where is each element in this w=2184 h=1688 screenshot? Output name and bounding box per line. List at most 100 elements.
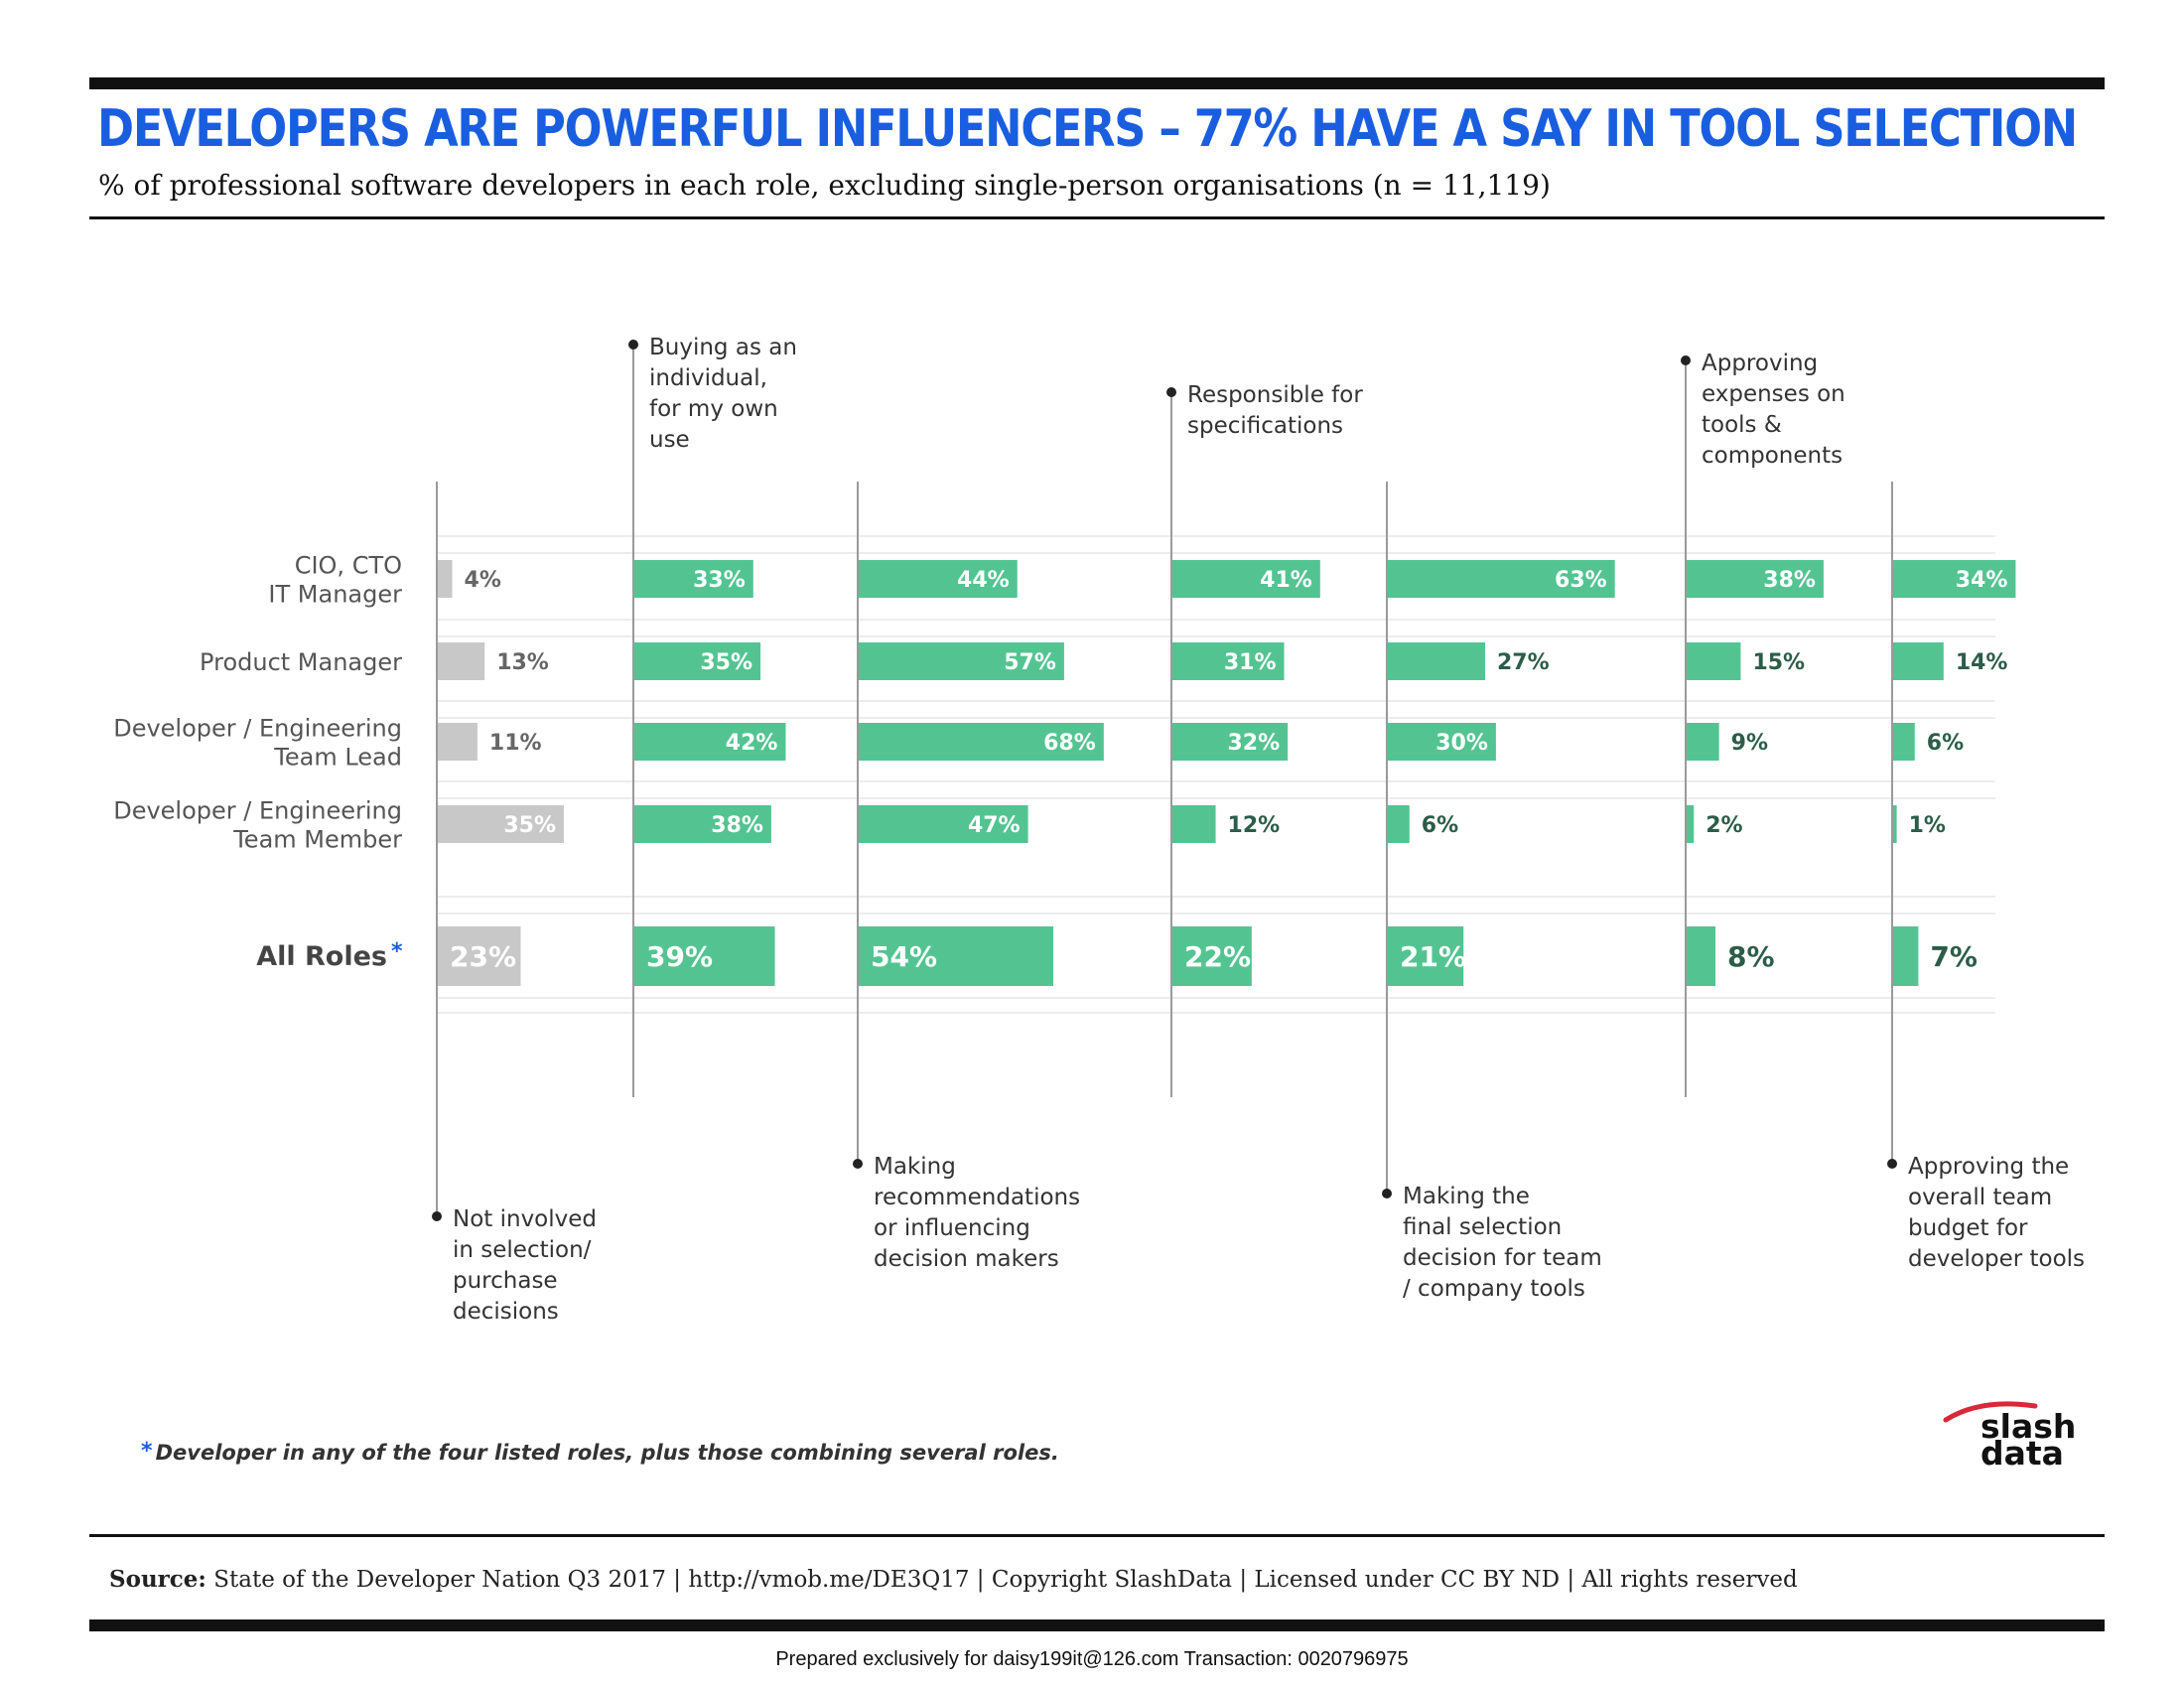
column-header-label: budget for [1908, 1215, 2028, 1241]
bar-value-label: 6% [1927, 731, 1964, 756]
bar [634, 805, 771, 843]
column-header-dot [1681, 355, 1691, 365]
bar-value-label: 63% [1555, 568, 1607, 593]
row-label: Developer / Engineering [113, 797, 402, 825]
bar [1687, 805, 1695, 843]
bar-value-label: 21% [1400, 940, 1466, 973]
bar [859, 642, 1064, 680]
bar-value-label: 38% [711, 813, 763, 838]
bottom-rule [89, 1619, 2105, 1631]
column-header-label: Making the [1403, 1184, 1530, 1209]
bar [438, 560, 453, 598]
column-header-label: in selection/ [453, 1237, 592, 1263]
bar-value-label: 23% [450, 940, 516, 973]
footnote-text: Developer in any of the four listed role… [141, 1441, 1059, 1465]
bar [859, 805, 1028, 843]
column-header-dot [432, 1211, 442, 1221]
bar-value-label: 47% [968, 813, 1021, 838]
bar-value-label: 9% [1731, 731, 1768, 756]
column-header-label: Responsible for [1187, 382, 1363, 408]
bar [1172, 805, 1216, 843]
chart-subtitle: % of professional software developers in… [98, 169, 1551, 202]
bar-value-label: 13% [496, 650, 549, 675]
source-text: State of the Developer Nation Q3 2017 | … [213, 1567, 1798, 1593]
bar [438, 642, 485, 680]
logo-text-data: data [1980, 1434, 2064, 1468]
source-line: Source: State of the Developer Nation Q3… [109, 1566, 1798, 1593]
column-header-label: recommendations [874, 1185, 1080, 1210]
column-header-label: specifications [1187, 413, 1343, 439]
column-header-label: or influencing [874, 1215, 1030, 1241]
row-label: CIO, CTO [295, 552, 402, 580]
bar [859, 723, 1104, 761]
chart-title: DEVELOPERS ARE POWERFUL INFLUENCERS – 77… [97, 99, 2078, 159]
column-header-label: Approving the [1908, 1154, 2069, 1180]
column-header-dot [853, 1159, 863, 1169]
row-label: IT Manager [268, 581, 402, 609]
column-header-label: for my own [649, 396, 778, 422]
column-header-label: decision for team [1403, 1245, 1602, 1271]
title-underline [89, 216, 2105, 219]
bar [1893, 926, 1919, 986]
bar [1687, 560, 1824, 598]
column-header-label: individual, [649, 365, 767, 391]
bar [1893, 723, 1915, 761]
column-header-label: components [1702, 443, 1843, 469]
bar [438, 723, 478, 761]
bar [1687, 723, 1719, 761]
bar-value-label: 32% [1227, 731, 1280, 756]
row-label: Developer / Engineering [113, 715, 402, 743]
logo-text-slash: slash [1980, 1407, 2076, 1446]
bar [859, 926, 1054, 986]
bar-value-label: 2% [1706, 813, 1742, 838]
bar [1388, 926, 1464, 986]
row-label-star: * [391, 939, 403, 964]
bar-value-label: 42% [726, 731, 778, 756]
column-header-label: Buying as an [649, 335, 797, 360]
row-label: Product Manager [200, 648, 402, 676]
source-label: Source: [109, 1566, 206, 1593]
bar-value-label: 27% [1497, 650, 1550, 675]
bar [1388, 560, 1615, 598]
bar-value-label: 38% [1763, 568, 1816, 593]
bar [634, 926, 775, 986]
bar [1388, 805, 1410, 843]
bar-value-label: 35% [503, 813, 556, 838]
bar [634, 642, 761, 680]
column-header-label: final selection [1403, 1214, 1562, 1240]
column-header-label: decisions [453, 1299, 559, 1325]
column-header-label: Making [874, 1154, 956, 1180]
bar-value-label: 12% [1228, 813, 1281, 838]
footnote-star: * [141, 1439, 153, 1464]
column-header-label: / company tools [1403, 1276, 1585, 1302]
bar-value-label: 7% [1930, 940, 1978, 973]
bar [1687, 926, 1716, 986]
row-label: All Roles [256, 941, 387, 972]
bar-value-label: 34% [1956, 568, 2008, 593]
column-header-dot [1887, 1159, 1897, 1169]
bar-value-label: 1% [1909, 813, 1946, 838]
bar [1172, 723, 1289, 761]
column-header-dot [1166, 387, 1176, 397]
bar-value-label: 35% [700, 650, 752, 675]
bar-value-label: 15% [1752, 650, 1805, 675]
watermark-text: Prepared exclusively for daisy199it@126.… [775, 1648, 1409, 1670]
bar-value-label: 31% [1224, 650, 1277, 675]
bar [1687, 642, 1741, 680]
bar [1893, 642, 1944, 680]
bar [1388, 642, 1486, 680]
column-header-label: Not involved [453, 1206, 597, 1232]
column-header-label: tools & [1702, 412, 1782, 438]
column-header-label: overall team [1908, 1185, 2052, 1210]
bar-value-label: 6% [1422, 813, 1458, 838]
column-header-dot [628, 340, 638, 350]
column-header-label: use [649, 427, 690, 453]
bar [1893, 560, 2016, 598]
bar [634, 560, 753, 598]
row-label: Team Lead [273, 744, 402, 772]
footnote-body: Developer in any of the four listed role… [155, 1441, 1059, 1465]
bar-value-label: 41% [1260, 568, 1312, 593]
column-header-label: decision makers [874, 1246, 1059, 1272]
bar [1893, 805, 1897, 843]
bar [438, 926, 521, 986]
